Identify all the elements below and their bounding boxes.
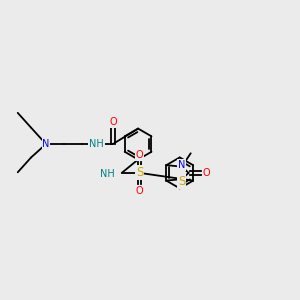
- Text: O: O: [136, 150, 143, 160]
- Text: S: S: [178, 175, 185, 188]
- Text: N: N: [42, 139, 50, 149]
- Text: N: N: [178, 160, 185, 170]
- Text: O: O: [136, 186, 143, 196]
- Text: O: O: [109, 117, 117, 128]
- Text: NH: NH: [100, 169, 115, 179]
- Text: S: S: [136, 167, 143, 179]
- Text: O: O: [203, 168, 211, 178]
- Text: NH: NH: [89, 139, 104, 149]
